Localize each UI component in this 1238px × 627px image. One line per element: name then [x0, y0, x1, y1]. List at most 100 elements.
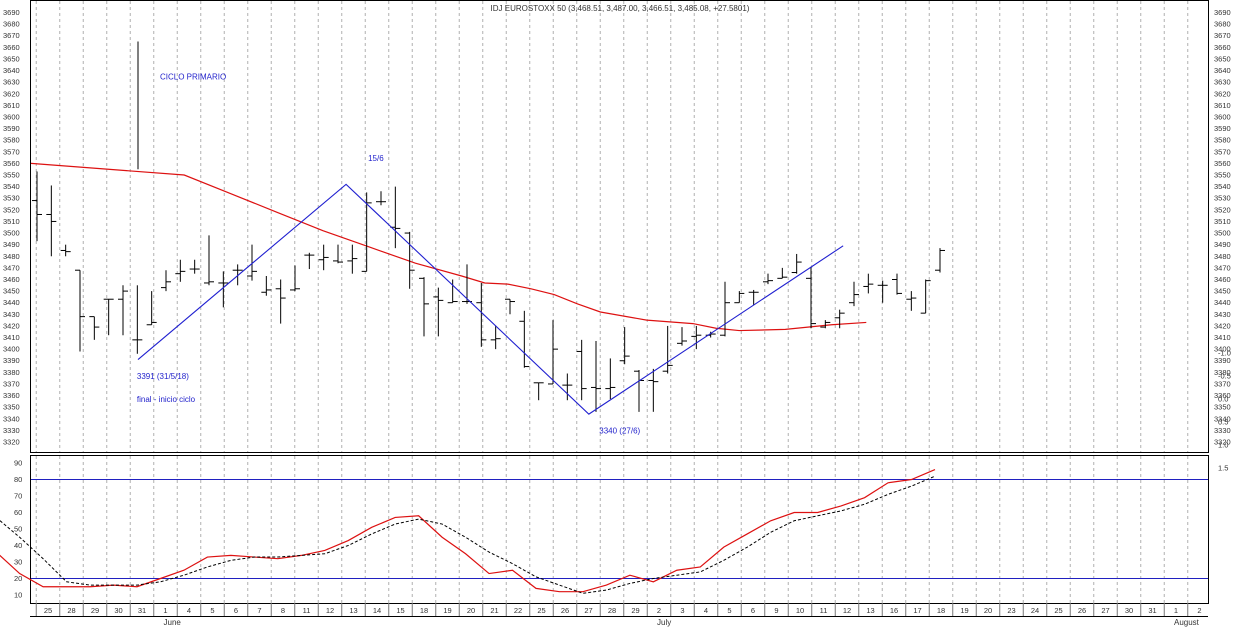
month-label: August [1174, 618, 1200, 627]
price-tick-right: 3530 [1214, 194, 1231, 203]
date-label: 20 [984, 606, 992, 615]
date-label: 22 [514, 606, 522, 615]
month-label: July [657, 618, 671, 627]
date-label: 21 [490, 606, 498, 615]
price-tick-right: 3450 [1214, 287, 1231, 296]
date-label: 27 [1101, 606, 1109, 615]
oscillator-tick-left: 90 [14, 459, 22, 468]
date-label: 12 [326, 606, 334, 615]
date-label: 10 [796, 606, 804, 615]
price-tick-left: 3360 [3, 391, 20, 400]
price-tick-left: 3430 [3, 310, 20, 319]
date-label: 2 [1197, 606, 1201, 615]
oscillator-axis-right: 1.5 1.0 0.5 0.0 -0.5 -1.0 [1218, 349, 1231, 473]
price-tick-right: 3410 [1214, 333, 1231, 342]
price-tick-left: 3420 [3, 321, 20, 330]
annotation: 3340 (27/6) [599, 427, 640, 436]
oscillator-tick-left: 80 [14, 475, 22, 484]
price-tick-right: 3330 [1214, 426, 1231, 435]
oscillator-axis-left: 10 20 30 40 50 60 70 80 90 [14, 459, 22, 600]
date-label: 9 [774, 606, 778, 615]
price-tick-right: 3320 [1214, 438, 1231, 447]
annotation: 15/6 [368, 154, 384, 163]
price-tick-left: 3440 [3, 298, 20, 307]
price-tick-left: 3580 [3, 136, 20, 145]
price-tick-right: 3560 [1214, 159, 1231, 168]
price-tick-right: 3340 [1214, 414, 1231, 423]
price-tick-left: 3530 [3, 194, 20, 203]
date-label: 30 [1125, 606, 1133, 615]
date-label: 30 [114, 606, 122, 615]
date-label: 6 [751, 606, 755, 615]
date-label: 5 [210, 606, 214, 615]
date-label: 18 [420, 606, 428, 615]
price-tick-left: 3660 [3, 43, 20, 52]
price-tick-left: 3370 [3, 379, 20, 388]
price-tick-left: 3320 [3, 438, 20, 447]
price-tick-right: 3620 [1214, 89, 1231, 98]
price-tick-right: 3480 [1214, 252, 1231, 261]
price-tick-left: 3690 [3, 8, 20, 17]
date-label: 13 [349, 606, 357, 615]
date-label: 14 [373, 606, 381, 615]
date-label: 11 [820, 606, 828, 615]
date-label: 28 [67, 606, 75, 615]
price-tick-left: 3680 [3, 20, 20, 29]
price-tick-right: 3520 [1214, 205, 1231, 214]
oscillator-tick-right: 0.5 [1218, 418, 1228, 427]
price-tick-left: 3590 [3, 124, 20, 133]
price-tick-right: 3460 [1214, 275, 1231, 284]
date-label: 8 [281, 606, 285, 615]
date-label: 27 [584, 606, 592, 615]
price-tick-right: 3430 [1214, 310, 1231, 319]
date-label: 4 [704, 606, 708, 615]
zigzag-line [137, 183, 844, 415]
oscillator-lines [0, 469, 936, 594]
date-label: 19 [443, 606, 451, 615]
date-label: 24 [1031, 606, 1039, 615]
date-label: 19 [960, 606, 968, 615]
price-tick-left: 3600 [3, 112, 20, 121]
date-label: 7 [257, 606, 261, 615]
price-tick-right: 3380 [1214, 368, 1231, 377]
annotation: final - inicio ciclo [137, 395, 196, 404]
price-tick-left: 3470 [3, 263, 20, 272]
oscillator-tick-right: -1.0 [1218, 349, 1231, 358]
oscillator-tick-left: 20 [14, 574, 22, 583]
price-tick-right: 3350 [1214, 403, 1231, 412]
price-axis-right: 3320 3330 3340 3350 3360 3370 3380 3390 3400 3410… [1214, 8, 1231, 447]
price-tick-right: 3660 [1214, 43, 1231, 52]
price-tick-right: 3510 [1214, 217, 1231, 226]
annotations: CICLO PRIMARIO 15/6 3391 (31/5/18) final - … [137, 73, 641, 436]
oscillator-line-dashed [0, 475, 936, 594]
price-tick-left: 3560 [3, 159, 20, 168]
price-tick-left: 3450 [3, 287, 20, 296]
price-tick-right: 3600 [1214, 112, 1231, 121]
oscillator-line-red [0, 469, 936, 593]
chart-frame [30, 0, 1209, 617]
oscillator-tick-right: 1.0 [1218, 441, 1228, 450]
price-tick-left: 3500 [3, 229, 20, 238]
price-tick-left: 3460 [3, 275, 20, 284]
oscillator-tick-right: 1.5 [1218, 464, 1228, 473]
price-tick-left: 3650 [3, 54, 20, 63]
price-tick-right: 3570 [1214, 147, 1231, 156]
price-tick-right: 3540 [1214, 182, 1231, 191]
price-axis-left: 3320 3330 3340 3350 3360 3370 3380 3390 3400 3410… [3, 8, 20, 447]
price-tick-left: 3620 [3, 89, 20, 98]
date-label: 6 [234, 606, 238, 615]
date-label: 12 [843, 606, 851, 615]
date-label: 3 [680, 606, 684, 615]
vertical-gridlines [35, 1, 1189, 603]
date-label: 29 [631, 606, 639, 615]
oscillator-tick-left: 30 [14, 558, 22, 567]
price-tick-right: 3690 [1214, 8, 1231, 17]
date-label: 26 [1078, 606, 1086, 615]
price-tick-right: 3650 [1214, 54, 1231, 63]
oscillator-tick-left: 70 [14, 492, 22, 501]
date-label: 13 [866, 606, 874, 615]
price-tick-left: 3330 [3, 426, 20, 435]
price-tick-right: 3680 [1214, 20, 1231, 29]
oscillator-tick-left: 10 [14, 591, 22, 600]
date-label: 31 [1148, 606, 1156, 615]
